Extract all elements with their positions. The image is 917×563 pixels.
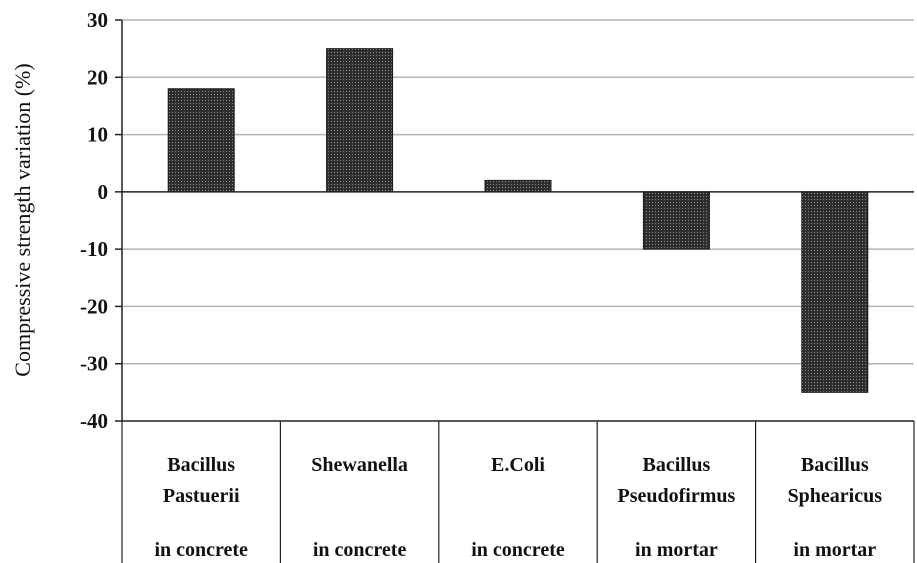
category-label: Bacillus (167, 454, 235, 476)
category-label: Pastuerii (163, 485, 240, 507)
y-tick-label: -10 (80, 237, 108, 261)
bars (168, 49, 868, 393)
category-label: E.Coli (491, 454, 545, 476)
y-tick-label: 10 (87, 123, 108, 147)
bar (485, 180, 551, 191)
bar (327, 49, 393, 192)
y-tick-label: -30 (80, 352, 108, 376)
category-label: in concrete (154, 539, 248, 561)
category-label: in mortar (793, 539, 876, 561)
y-tick-label: 0 (98, 180, 109, 204)
y-tick-label: -20 (80, 294, 108, 318)
category-label: in mortar (635, 539, 718, 561)
category-labels: Bacillus Pastuerii in concrete Shewanella in… (154, 454, 882, 561)
y-tick-label: -40 (80, 409, 108, 433)
category-label: Pseudofirmus (618, 485, 736, 507)
category-label: Bacillus (643, 454, 711, 476)
y-axis-title: Compressive strength variation (%) (10, 63, 35, 376)
bar (643, 192, 709, 249)
category-label: in concrete (471, 539, 565, 561)
bar (168, 89, 234, 192)
category-label: Bacillus (801, 454, 869, 476)
axes (122, 20, 914, 563)
y-tick-label: 30 (87, 8, 108, 32)
y-axis-ticks: 30 20 10 0 -10 -20 -30 -40 (80, 8, 122, 433)
category-label: Shewanella (311, 454, 408, 476)
y-tick-label: 20 (87, 65, 108, 89)
category-label: Sphearicus (788, 485, 883, 507)
category-label: in concrete (313, 539, 407, 561)
bar (802, 192, 868, 393)
